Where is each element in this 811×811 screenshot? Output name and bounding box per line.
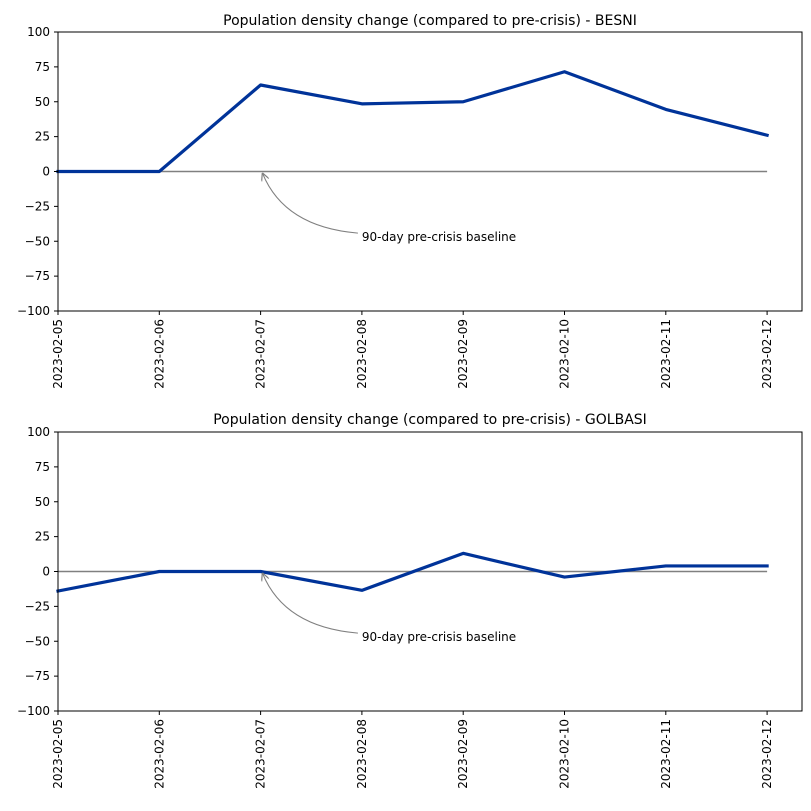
x-tick-label: 2023-02-08 [355,719,369,789]
y-tick-label: 75 [35,460,50,474]
y-tick-label: −100 [17,304,50,318]
y-tick-label: 50 [35,495,50,509]
chart-title: Population density change (compared to p… [213,412,647,428]
y-tick-label: −75 [25,269,50,283]
y-tick-label: −100 [17,704,50,718]
annotation-arrow [263,574,358,634]
x-tick-label: 2023-02-06 [152,719,166,789]
y-tick-label: 50 [35,95,50,109]
x-tick-label: 2023-02-10 [558,319,572,389]
y-tick-label: 0 [42,165,50,179]
x-tick-label: 2023-02-06 [152,319,166,389]
chart-golbasi: Population density change (compared to p… [17,412,803,789]
x-tick-label: 2023-02-12 [760,319,774,389]
y-tick-label: 100 [27,25,50,39]
y-tick-label: 75 [35,60,50,74]
y-tick-label: −25 [25,599,50,613]
x-tick-label: 2023-02-11 [659,319,673,389]
x-tick-label: 2023-02-09 [456,719,470,789]
chart-besni: Population density change (compared to p… [17,13,803,389]
y-tick-label: −50 [25,234,50,248]
x-tick-label: 2023-02-05 [51,719,65,789]
x-tick-label: 2023-02-07 [254,319,268,389]
x-tick-label: 2023-02-12 [760,719,774,789]
x-tick-label: 2023-02-07 [254,719,268,789]
x-tick-label: 2023-02-11 [659,719,673,789]
annotation-label: 90-day pre-crisis baseline [362,230,516,244]
y-tick-label: 100 [27,425,50,439]
x-tick-label: 2023-02-08 [355,319,369,389]
y-tick-label: −50 [25,634,50,648]
y-tick-label: 0 [42,565,50,579]
x-tick-label: 2023-02-09 [456,319,470,389]
y-tick-label: −75 [25,669,50,683]
x-tick-label: 2023-02-05 [51,319,65,389]
y-tick-label: 25 [35,130,50,144]
series-line [56,70,770,174]
series-line [56,551,769,593]
y-tick-label: 25 [35,530,50,544]
x-tick-label: 2023-02-10 [558,719,572,789]
annotation-arrow [263,174,358,234]
y-tick-label: −25 [25,199,50,213]
plot-frame [57,31,803,312]
chart-title: Population density change (compared to p… [223,13,637,29]
annotation-label: 90-day pre-crisis baseline [362,630,516,644]
